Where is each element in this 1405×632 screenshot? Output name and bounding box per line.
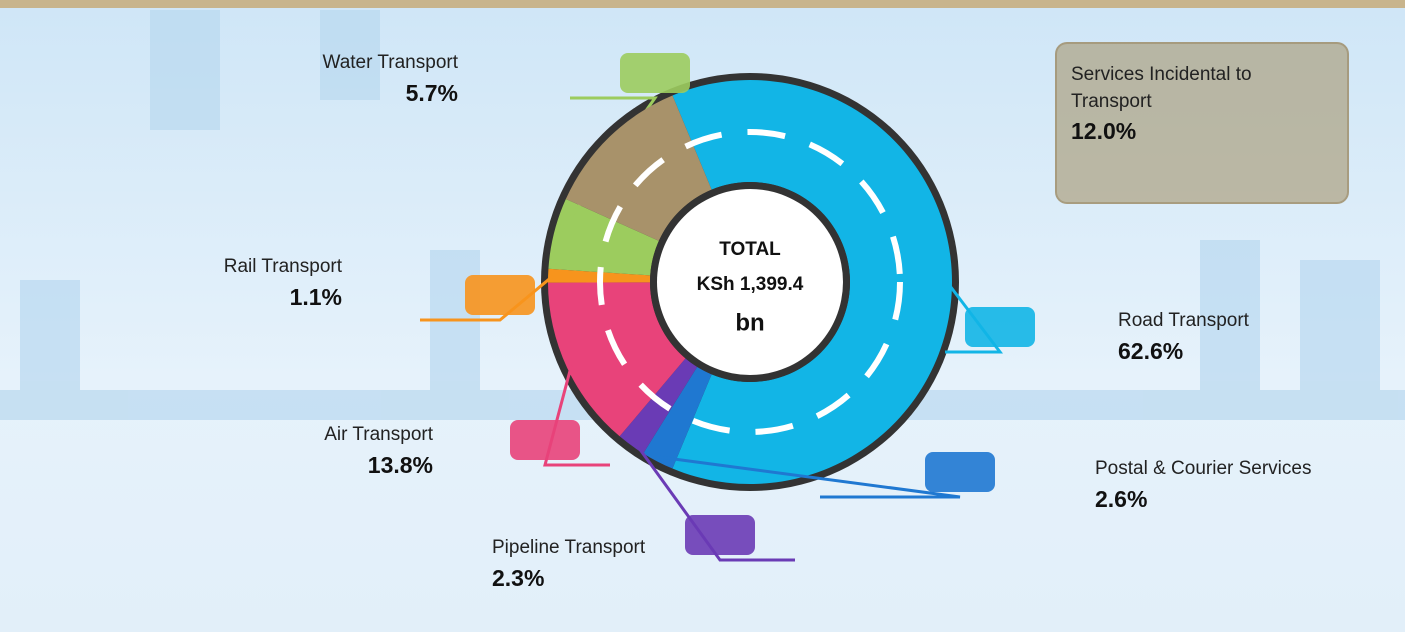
label: Air Transport 13.8% bbox=[290, 422, 433, 481]
value-label: 5.7% bbox=[270, 77, 458, 109]
icon bbox=[510, 420, 580, 460]
value-label: 1.1% bbox=[190, 281, 342, 313]
icon bbox=[965, 307, 1035, 347]
infographic: TOTAL KSh 1,399.4 bn Services Incidental t… bbox=[0, 0, 1405, 632]
value-label: 12.0% bbox=[1071, 115, 1333, 147]
center-text: TOTAL bbox=[719, 239, 781, 260]
value-label: 62.6% bbox=[1118, 335, 1249, 367]
category-label: Pipeline Transport bbox=[492, 537, 645, 558]
category-label: Rail Transport bbox=[224, 256, 342, 277]
icon bbox=[620, 53, 690, 93]
label: Postal & Courier Services 2.6% bbox=[1095, 456, 1311, 515]
label: Rail Transport 1.1% bbox=[190, 254, 342, 313]
value-label: 13.8% bbox=[290, 449, 433, 481]
category-label: Air Transport bbox=[324, 424, 433, 445]
label: Pipeline Transport 2.3% bbox=[492, 535, 645, 594]
value-label: 2.3% bbox=[492, 562, 645, 594]
icon bbox=[465, 275, 535, 315]
label: Road Transport 62.6% bbox=[1118, 308, 1249, 367]
center-text: bn bbox=[735, 309, 764, 336]
label: Water Transport 5.7% bbox=[270, 50, 458, 109]
category-label: Postal & Courier Services bbox=[1095, 458, 1311, 479]
icon bbox=[685, 515, 755, 555]
category-label: Road Transport bbox=[1118, 310, 1249, 331]
category-label: Services Incidental to Transport bbox=[1071, 64, 1252, 112]
category-label: Water Transport bbox=[322, 52, 458, 73]
center-text: KSh 1,399.4 bbox=[697, 274, 804, 295]
icon bbox=[925, 452, 995, 492]
value-label: 2.6% bbox=[1095, 483, 1311, 515]
